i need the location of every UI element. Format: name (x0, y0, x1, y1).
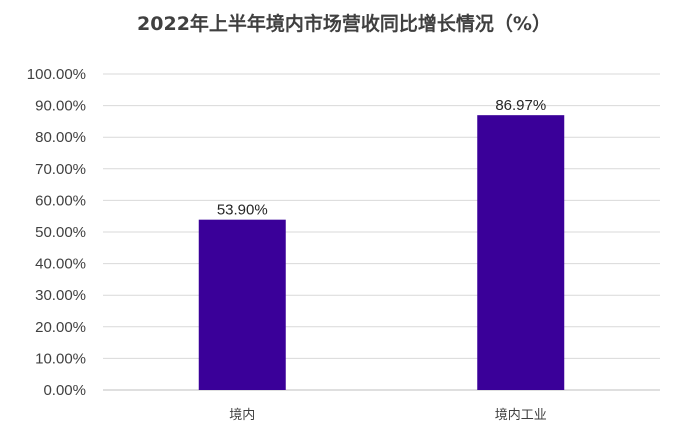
category-label: 境内工业 (495, 407, 547, 423)
category-label: 境内 (229, 407, 255, 423)
data-labels: 53.90% 86.97% (217, 97, 546, 219)
y-tick-label: 50.00% (35, 224, 86, 241)
y-tick-label: 10.00% (35, 350, 86, 367)
data-label: 53.90% (217, 202, 268, 219)
y-axis-ticks: 0.00% 10.00% 20.00% 30.00% 40.00% 50.00% 60.00… (27, 66, 86, 399)
bar (198, 219, 286, 390)
y-tick-label: 30.00% (35, 287, 86, 304)
y-tick-label: 80.00% (35, 129, 86, 146)
y-tick-label: 40.00% (35, 256, 86, 273)
gridlines (103, 73, 660, 391)
y-tick-label: 0.00% (43, 382, 86, 399)
bars (198, 115, 565, 390)
y-tick-label: 60.00% (35, 192, 86, 209)
x-axis-categories: 境内 境内工业 (229, 407, 547, 423)
chart-title: 2022年上半年境内市场营收同比增长情况（%） (137, 12, 551, 35)
y-tick-label: 20.00% (35, 319, 86, 336)
y-tick-label: 100.00% (27, 66, 86, 83)
y-tick-label: 70.00% (35, 161, 86, 178)
data-label: 86.97% (495, 97, 546, 114)
bar (477, 115, 565, 390)
y-tick-label: 90.00% (35, 98, 86, 115)
